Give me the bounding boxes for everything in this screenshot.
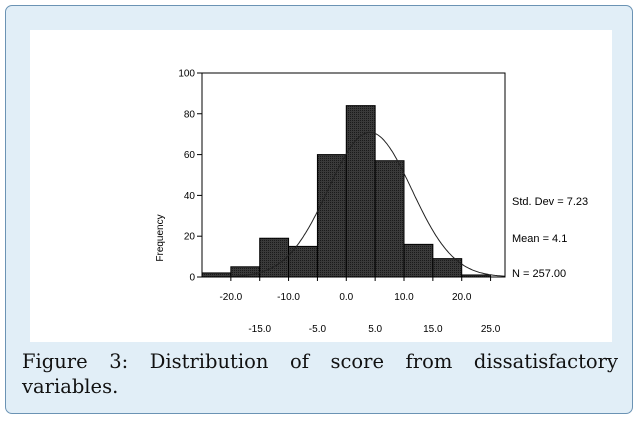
figure-caption: Figure 3: Distribution of score from dis…	[22, 350, 618, 398]
y-tick-label-0: 0	[189, 273, 195, 284]
chart-panel: 0 20 40 60 80 100 -20.0 -10.0 0.0 10.0 20.0 -15.0 -…	[30, 30, 612, 342]
x-row2-tick-label-3: 15.0	[423, 324, 443, 335]
x-row1-tick-label-2: 0.0	[339, 292, 353, 303]
y-tick-label-3: 60	[184, 150, 196, 161]
histogram-bar-7	[403, 243, 434, 278]
plot-frame	[201, 72, 506, 278]
stat-mean: Mean = 4.1	[512, 233, 567, 245]
figure-frame: 0 20 40 60 80 100 -20.0 -10.0 0.0 10.0 20.0 -15.0 -…	[5, 5, 633, 414]
x-row1-tick-label-3: 10.0	[394, 292, 414, 303]
y-tick-label-4: 80	[184, 109, 196, 120]
x-row2-tick-label-1: -5.0	[309, 324, 327, 335]
histogram-bar-5	[345, 105, 376, 278]
histogram-bar-4	[316, 154, 347, 278]
x-row1-tick-label-0: -20.0	[219, 292, 242, 303]
y-tick-label-1: 20	[184, 232, 196, 243]
y-tick-label-5: 100	[178, 69, 195, 80]
stat-n: N = 257.00	[512, 268, 566, 280]
x-row1-tick-label-1: -10.0	[277, 292, 300, 303]
y-axis-label: Frequency	[155, 214, 166, 261]
x-row2-tick-label-0: -15.0	[248, 324, 271, 335]
x-row2-tick-label-4: 25.0	[481, 324, 501, 335]
histogram-bar-6	[374, 160, 405, 278]
normal-curve	[201, 131, 506, 278]
x-row2-tick-label-2: 5.0	[368, 324, 382, 335]
y-tick-label-2: 40	[184, 191, 196, 202]
x-row1-tick-label-4: 20.0	[452, 292, 472, 303]
stat-std-dev: Std. Dev = 7.23	[512, 196, 588, 208]
histogram-chart: 0 20 40 60 80 100 -20.0 -10.0 0.0 10.0 20.0 -15.0 -…	[155, 69, 588, 336]
